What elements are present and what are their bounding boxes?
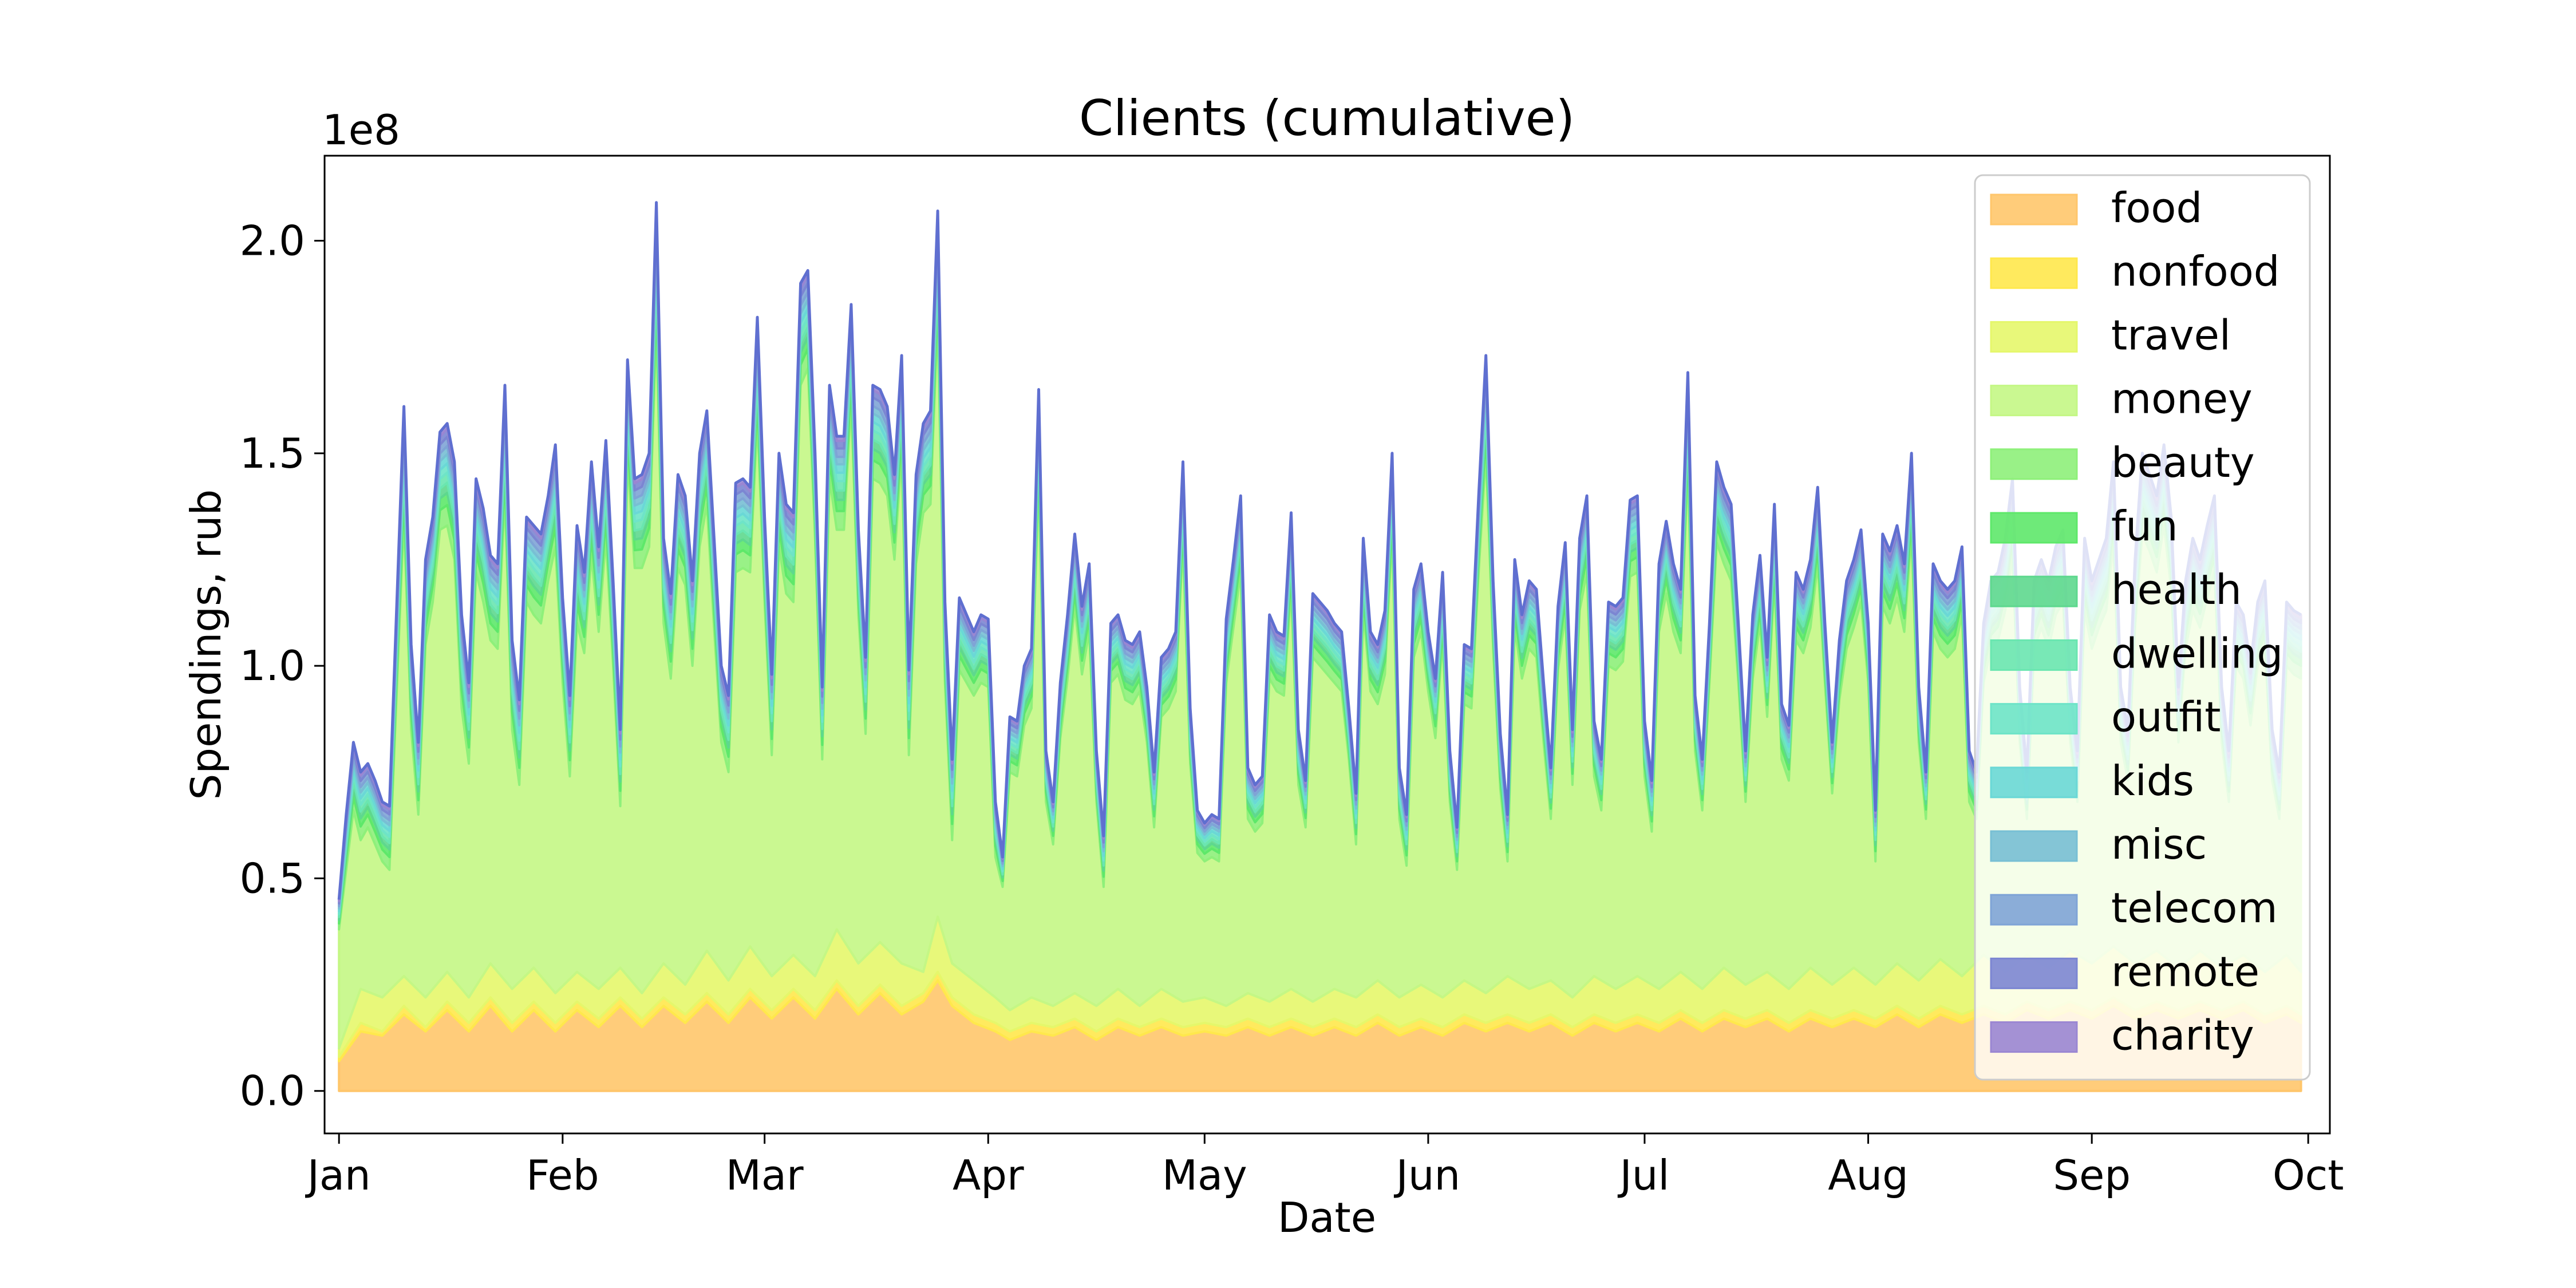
- y-tick-label: 0.0: [239, 1067, 305, 1115]
- x-tick-label: May: [1162, 1151, 1247, 1199]
- x-tick-label: Jul: [1617, 1151, 1669, 1199]
- legend-swatch-charity: [1991, 1022, 2077, 1052]
- legend-label-outfit: outfit: [2111, 693, 2221, 741]
- legend-swatch-telecom: [1991, 895, 2077, 924]
- legend-swatch-food: [1991, 195, 2077, 224]
- legend-label-telecom: telecom: [2111, 884, 2278, 932]
- legend-swatch-beauty: [1991, 449, 2077, 479]
- legend-swatch-nonfood: [1991, 258, 2077, 288]
- legend-label-food: food: [2111, 184, 2202, 232]
- x-tick-label: Feb: [526, 1151, 599, 1199]
- x-tick-label: Mar: [726, 1151, 804, 1199]
- legend-swatch-health: [1991, 576, 2077, 606]
- legend-label-fun: fun: [2111, 502, 2178, 550]
- legend-label-misc: misc: [2111, 820, 2207, 868]
- legend-swatch-misc: [1991, 831, 2077, 861]
- legend-swatch-fun: [1991, 513, 2077, 543]
- y-tick-label: 0.5: [239, 854, 305, 902]
- legend-label-dwelling: dwelling: [2111, 629, 2283, 677]
- legend-label-kids: kids: [2111, 757, 2194, 805]
- legend-label-travel: travel: [2111, 311, 2231, 359]
- y-tick-label: 1.5: [239, 429, 305, 477]
- legend-swatch-money: [1991, 386, 2077, 416]
- y-scale-multiplier: 1e8: [322, 106, 400, 154]
- legend-label-remote: remote: [2111, 947, 2259, 995]
- legend-swatch-remote: [1991, 958, 2077, 988]
- legend-label-money: money: [2111, 375, 2253, 423]
- legend-swatch-kids: [1991, 768, 2077, 797]
- x-tick-label: Oct: [2273, 1151, 2344, 1199]
- legend: food nonfood travel money beauty fun health dwe…: [1975, 175, 2310, 1080]
- legend-swatch-travel: [1991, 322, 2077, 351]
- x-tick-label: Apr: [953, 1151, 1024, 1199]
- x-tick-label: Jun: [1394, 1151, 1461, 1199]
- x-tick-label: Sep: [2053, 1151, 2131, 1199]
- legend-label-charity: charity: [2111, 1012, 2254, 1060]
- legend-swatch-dwelling: [1991, 640, 2077, 670]
- legend-swatch-outfit: [1991, 704, 2077, 734]
- legend-label-nonfood: nonfood: [2111, 247, 2279, 295]
- x-tick-label: Jan: [305, 1151, 371, 1199]
- chart-title: Clients (cumulative): [1079, 90, 1575, 147]
- legend-label-beauty: beauty: [2111, 438, 2255, 487]
- y-tick-label: 2.0: [239, 217, 305, 265]
- y-tick-label: 1.0: [239, 642, 305, 690]
- x-tick-label: Aug: [1828, 1151, 1909, 1199]
- legend-label-health: health: [2111, 566, 2242, 614]
- y-axis-label: Spendings, rub: [182, 489, 230, 800]
- x-axis-label: Date: [1278, 1194, 1376, 1242]
